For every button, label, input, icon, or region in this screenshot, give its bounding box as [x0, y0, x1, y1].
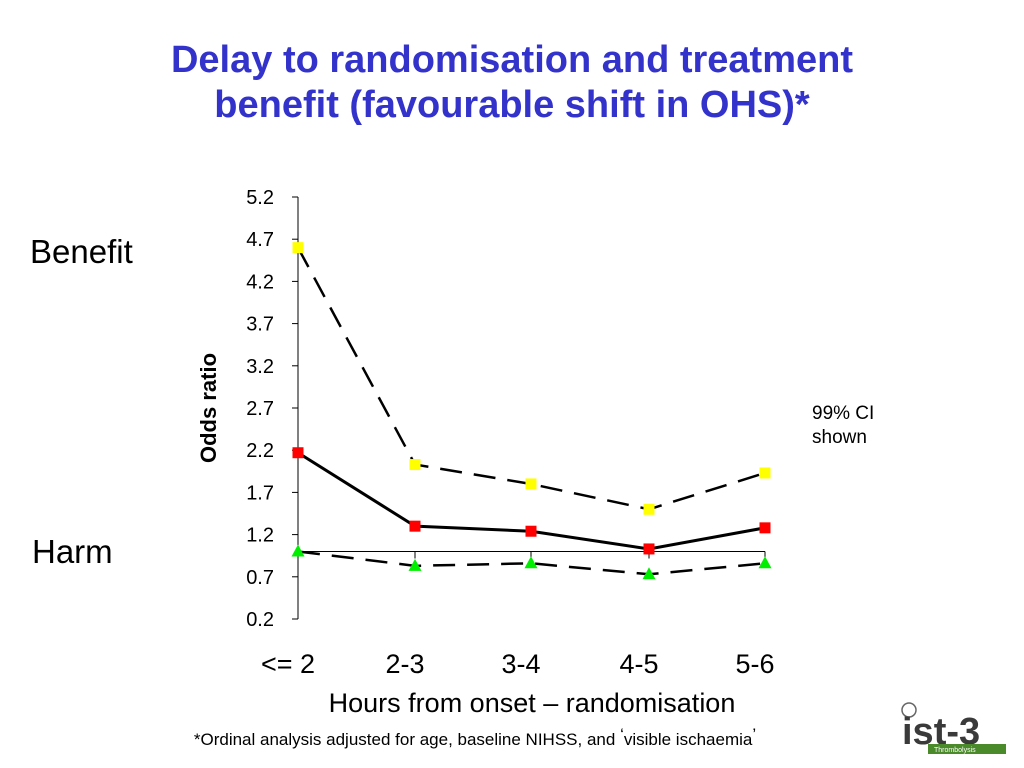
page-title: Delay to randomisation and treatment ben…	[0, 38, 1024, 128]
y-tick-label: 1.7	[246, 482, 274, 504]
y-tick-label: 3.7	[246, 314, 274, 336]
ci-note: 99% CI shown	[812, 402, 874, 450]
harm-label: Harm	[32, 533, 113, 570]
data-point-upper	[759, 467, 771, 479]
logo-dot-icon	[901, 702, 917, 718]
ist3-logo: ist-3 Thrombolysis	[901, 702, 1006, 754]
data-point-lower	[408, 558, 422, 571]
logo-subtext: Thrombolysis	[934, 747, 976, 754]
y-tick-label: 1.2	[246, 525, 274, 547]
data-point-lower	[291, 544, 305, 557]
x-axis-title: Hours from onset – randomisation	[329, 688, 736, 718]
y-tick-label: 2.7	[246, 398, 274, 420]
footnote: *Ordinal analysis adjusted for age, base…	[0, 725, 950, 750]
data-point-estimate	[292, 447, 304, 459]
y-tick-label: 2.2	[246, 440, 274, 462]
series-line-upper	[296, 247, 766, 511]
data-point-lower	[524, 556, 538, 569]
y-axis-title: Odds ratio	[196, 353, 221, 463]
footnote-quoted: visible ischaemia	[623, 730, 753, 749]
data-point-upper	[643, 503, 655, 515]
y-tick-label: 5.2	[246, 187, 274, 209]
x-category-label: 2-3	[385, 649, 424, 679]
title-line-2: benefit (favourable shift in OHS)*	[214, 84, 810, 126]
ci-note-line-2: shown	[812, 427, 867, 448]
x-category-label: 5-6	[735, 649, 774, 679]
series-line-lower	[297, 550, 766, 576]
data-point-upper	[525, 478, 537, 490]
data-point-lower	[758, 556, 772, 569]
data-point-lower	[642, 567, 656, 580]
data-point-estimate	[643, 543, 655, 555]
logo-band	[928, 744, 1006, 754]
data-point-upper	[292, 242, 304, 254]
odds-ratio-chart: 5.2 4.7 4.2 3.7 3.2 2.7 2.2 1.7 1.2 0.7 0.2 <= 2 2-3…	[196, 187, 775, 718]
data-point-estimate	[409, 520, 421, 532]
footnote-prefix: *Ordinal analysis adjusted for age, base…	[193, 730, 616, 749]
data-point-estimate	[759, 522, 771, 534]
y-tick-label: 4.2	[246, 271, 274, 293]
ci-note-line-1: 99% CI	[812, 403, 875, 424]
y-tick-label: 4.7	[246, 229, 274, 251]
x-category-label: <= 2	[261, 649, 315, 679]
footnote-quote-close: ’	[752, 725, 757, 744]
title-line-1: Delay to randomisation and treatment	[170, 39, 853, 81]
x-category-label: 3-4	[501, 649, 540, 679]
benefit-label: Benefit	[30, 233, 133, 270]
y-tick-label: 0.7	[246, 567, 274, 589]
y-tick-label: 3.2	[246, 356, 274, 378]
footnote-quote-open: ‘	[620, 725, 624, 744]
x-category-label: 4-5	[619, 649, 658, 679]
data-point-estimate	[525, 525, 537, 537]
data-point-upper	[409, 459, 421, 471]
y-tick-label: 0.2	[246, 609, 274, 631]
